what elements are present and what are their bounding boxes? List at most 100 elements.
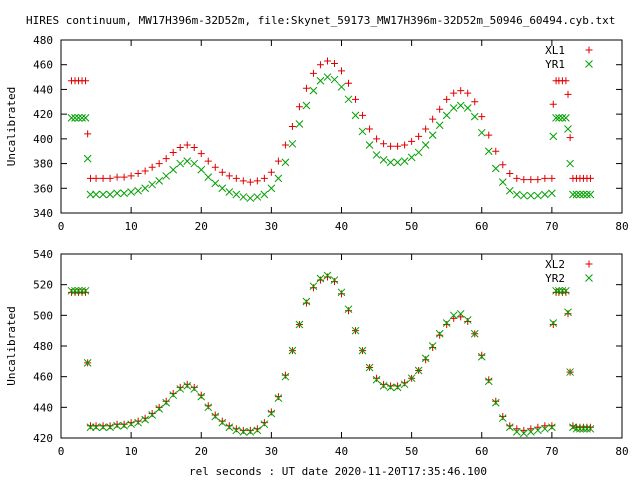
data-point [204,403,213,412]
data-point [429,344,437,352]
data-point [141,167,149,175]
data-point [148,409,156,417]
data-point [120,189,128,198]
x-tick-label: 30 [265,445,278,458]
plot-frame [60,253,623,439]
data-point [92,423,100,432]
y-tick-label: 540 [33,248,53,261]
data-point [120,420,128,428]
data-point [302,101,311,110]
data-point [330,75,339,84]
data-point [148,163,156,171]
data-point [295,120,304,128]
data-point [113,420,121,428]
data-point [572,424,581,433]
x-tick-label: 20 [195,445,208,458]
data-point [295,103,303,111]
data-point [541,190,549,199]
data-point [211,412,220,421]
data-point [155,177,164,185]
data-point [471,98,479,106]
legend-marker [585,260,593,268]
data-point [204,402,212,410]
data-point [323,73,332,81]
y-tick-label: 340 [33,207,53,220]
y-axis-label: Uncalibrated [5,87,18,166]
data-point [288,123,296,130]
panels: 0 10 20 30 40 50 60 70 8034036038040042044046048… [5,34,629,458]
data-point [260,420,269,429]
data-point [558,113,567,122]
data-point [548,423,556,432]
data-point [492,397,500,405]
data-point [232,425,240,433]
data-point [211,163,219,171]
y-tick-label: 520 [33,279,53,292]
data-point [586,190,595,199]
data-point [435,121,444,130]
data-point [421,354,430,363]
data-point [555,286,563,295]
data-point [134,169,142,177]
data-point [274,157,282,165]
data-point [400,157,409,165]
data-point [414,148,423,157]
data-point [499,161,507,169]
data-point [239,428,248,436]
data-point [373,374,381,382]
data-point [359,111,367,119]
data-point [71,113,79,122]
data-point [316,276,324,284]
data-point [435,329,444,338]
data-point [344,95,353,104]
data-point [71,286,79,295]
legend-label: XL1 [545,44,565,57]
data-point [400,380,409,389]
data-point [127,420,135,429]
data-point [197,165,206,174]
data-point [505,186,514,195]
data-point [564,310,572,318]
data-point [274,174,283,183]
x-tick-label: 10 [125,220,138,233]
data-point [491,164,500,173]
y-axis-label: Uncalibrated [5,306,18,385]
data-point [281,158,290,167]
data-point [422,125,430,133]
data-point [302,84,310,92]
data-point [380,380,388,388]
data-point [134,417,142,425]
data-point [67,286,76,295]
data-point [81,286,90,295]
data-point [526,428,535,436]
data-point [512,190,521,199]
data-point [478,351,486,359]
data-point [534,176,542,184]
data-point [267,408,275,416]
data-point [183,382,192,390]
data-point [373,135,381,143]
data-point [492,147,500,155]
data-point [477,352,486,361]
data-point [323,273,331,281]
y-tick-label: 480 [33,340,53,353]
data-point [74,286,83,295]
data-point [113,421,121,430]
data-point [183,380,191,388]
data-point [505,423,514,432]
data-point [99,422,107,430]
data-point [566,368,574,376]
y-tick-label: 420 [33,108,53,121]
data-point [78,286,86,295]
data-point [366,125,374,133]
data-point [155,403,163,411]
data-point [176,159,185,168]
data-point [408,137,416,145]
data-point [345,79,353,87]
data-point [548,174,556,182]
data-point [485,376,493,384]
data-point [74,113,83,122]
y-tick-label: 420 [33,432,53,445]
data-point [498,414,507,422]
